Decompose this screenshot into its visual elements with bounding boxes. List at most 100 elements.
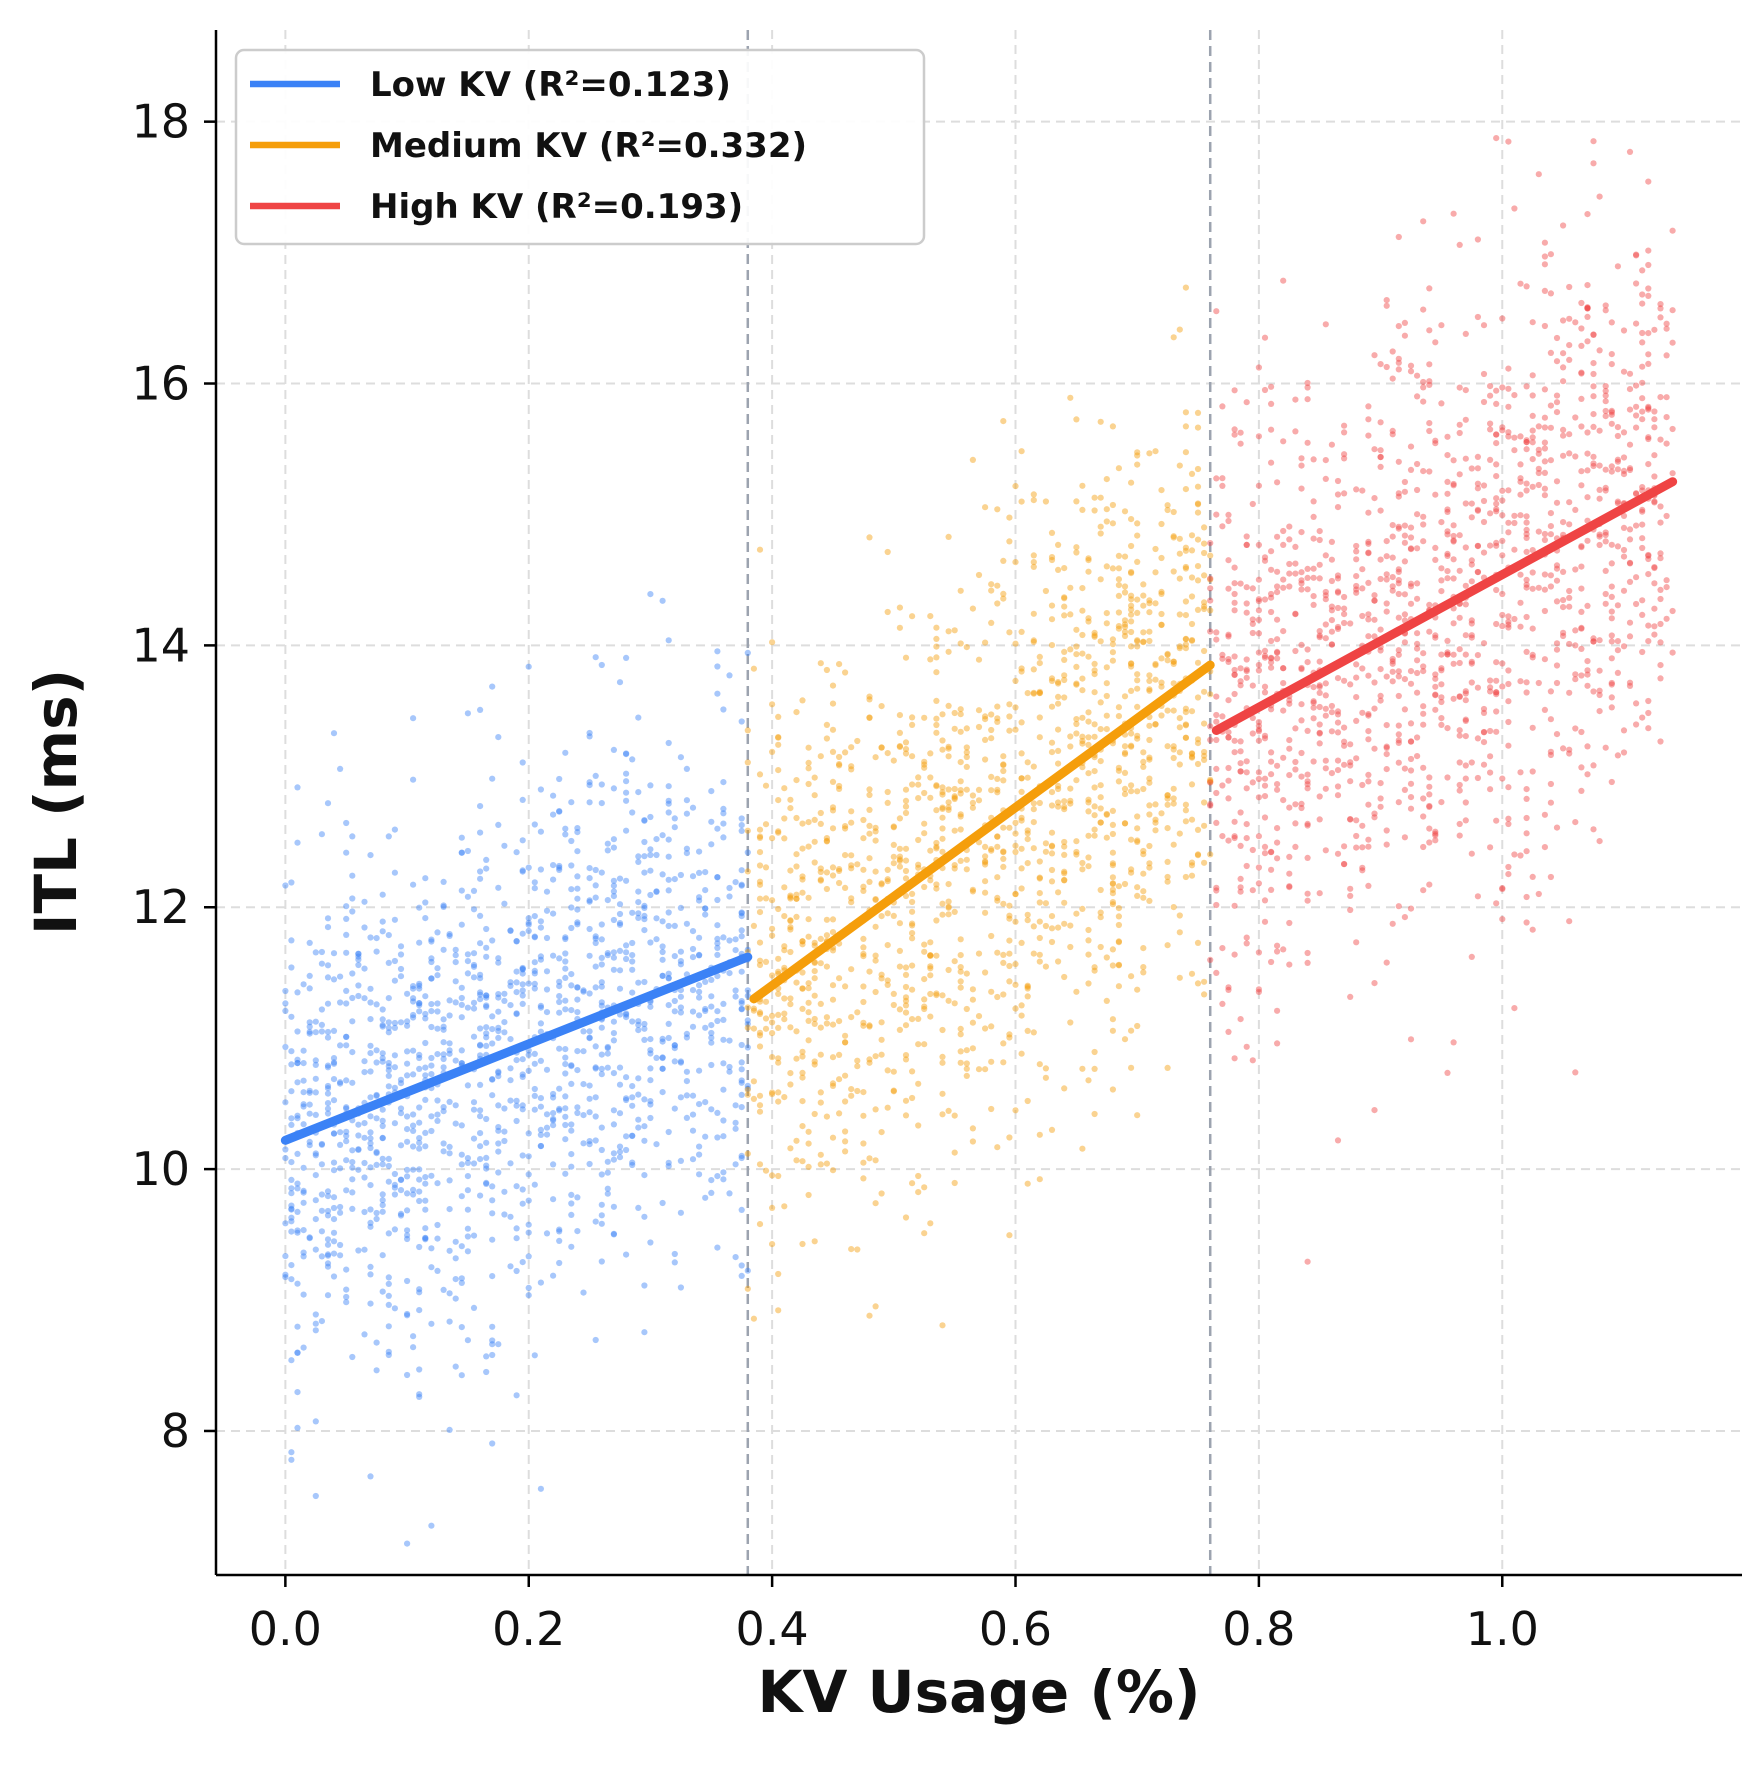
scatter-point-high-kv (1426, 802, 1433, 810)
scatter-point-medium-kv (854, 861, 861, 868)
scatter-point-low-kv (629, 989, 636, 996)
scatter-point-high-kv (1310, 574, 1317, 581)
scatter-point-high-kv (1669, 307, 1676, 314)
scatter-point-low-kv (708, 1189, 715, 1196)
scatter-point-high-kv (1480, 729, 1488, 736)
scatter-point-low-kv (282, 1007, 289, 1015)
scatter-point-low-kv (616, 679, 624, 686)
scatter-point-medium-kv (1097, 418, 1104, 425)
scatter-point-high-kv (1426, 825, 1433, 832)
scatter-point-medium-kv (1182, 598, 1189, 605)
scatter-point-high-kv (1578, 395, 1585, 402)
scatter-point-low-kv (477, 1025, 484, 1032)
scatter-point-low-kv (483, 1162, 490, 1169)
scatter-point-medium-kv (1061, 973, 1068, 981)
scatter-point-low-kv (562, 1105, 569, 1112)
scatter-point-low-kv (519, 970, 526, 977)
scatter-point-low-kv (531, 933, 538, 940)
scatter-point-medium-kv (1079, 714, 1086, 721)
scatter-point-low-kv (568, 1062, 575, 1069)
scatter-point-medium-kv (1091, 494, 1098, 501)
scatter-point-low-kv (495, 821, 502, 829)
scatter-point-medium-kv (1048, 739, 1056, 746)
scatter-point-medium-kv (1000, 767, 1007, 775)
scatter-point-high-kv (1499, 552, 1506, 559)
scatter-point-medium-kv (872, 828, 879, 835)
scatter-point-medium-kv (1030, 497, 1037, 504)
scatter-point-low-kv (665, 909, 672, 916)
scatter-point-low-kv (623, 949, 630, 956)
scatter-point-high-kv (1414, 645, 1421, 652)
scatter-point-low-kv (519, 981, 526, 988)
scatter-point-high-kv (1456, 646, 1463, 653)
scatter-point-low-kv (616, 921, 624, 928)
scatter-point-medium-kv (799, 938, 806, 945)
scatter-point-high-kv (1371, 597, 1378, 604)
scatter-point-high-kv (1341, 490, 1348, 497)
scatter-point-high-kv (1578, 342, 1585, 349)
scatter-point-low-kv (671, 1250, 678, 1258)
scatter-point-high-kv (1347, 620, 1354, 627)
scatter-point-low-kv (330, 1238, 338, 1245)
scatter-point-high-kv (1268, 849, 1275, 856)
scatter-point-high-kv (1420, 710, 1427, 717)
scatter-point-low-kv (659, 948, 666, 956)
scatter-point-high-kv (1584, 304, 1591, 311)
scatter-point-high-kv (1663, 577, 1670, 584)
scatter-point-low-kv (604, 1190, 611, 1197)
scatter-point-low-kv (537, 1004, 545, 1011)
scatter-point-low-kv (410, 1011, 417, 1019)
scatter-point-low-kv (598, 1065, 605, 1072)
scatter-point-high-kv (1304, 384, 1311, 391)
scatter-point-medium-kv (1146, 864, 1153, 871)
scatter-point-medium-kv (1024, 982, 1031, 989)
scatter-point-medium-kv (909, 721, 916, 729)
scatter-point-high-kv (1553, 731, 1561, 738)
scatter-point-low-kv (531, 821, 538, 828)
scatter-point-high-kv (1572, 1069, 1579, 1076)
scatter-point-high-kv (1456, 759, 1463, 766)
scatter-point-high-kv (1261, 782, 1269, 789)
scatter-point-high-kv (1633, 424, 1640, 431)
scatter-point-high-kv (1365, 728, 1372, 735)
scatter-point-high-kv (1365, 801, 1372, 808)
scatter-point-medium-kv (1164, 801, 1171, 808)
scatter-point-high-kv (1474, 652, 1481, 659)
scatter-point-medium-kv (1109, 565, 1116, 572)
scatter-point-low-kv (623, 1014, 630, 1021)
scatter-point-low-kv (653, 851, 660, 859)
scatter-point-medium-kv (823, 1113, 831, 1120)
scatter-point-low-kv (440, 1051, 447, 1058)
scatter-point-medium-kv (878, 703, 885, 710)
scatter-point-high-kv (1225, 764, 1232, 772)
scatter-point-medium-kv (829, 1080, 837, 1087)
scatter-point-high-kv (1602, 392, 1609, 399)
scatter-point-low-kv (543, 1230, 551, 1237)
scatter-point-low-kv (349, 1079, 356, 1086)
scatter-point-high-kv (1328, 607, 1335, 614)
scatter-point-high-kv (1560, 364, 1567, 371)
scatter-point-medium-kv (823, 869, 831, 876)
scatter-point-medium-kv (872, 896, 879, 903)
scatter-point-low-kv (537, 1103, 545, 1110)
scatter-point-low-kv (404, 1126, 411, 1133)
scatter-point-high-kv (1316, 683, 1323, 691)
scatter-point-medium-kv (829, 682, 837, 689)
scatter-point-high-kv (1213, 511, 1220, 518)
scatter-point-low-kv (683, 810, 691, 817)
scatter-point-high-kv (1590, 423, 1597, 430)
scatter-point-high-kv (1395, 525, 1402, 532)
scatter-point-medium-kv (1115, 778, 1122, 785)
scatter-point-medium-kv (915, 774, 922, 781)
scatter-point-high-kv (1438, 681, 1445, 688)
scatter-point-medium-kv (1048, 913, 1056, 920)
scatter-point-medium-kv (982, 878, 989, 885)
scatter-point-high-kv (1493, 542, 1500, 549)
scatter-point-low-kv (708, 976, 715, 984)
scatter-point-low-kv (635, 914, 642, 922)
scatter-point-medium-kv (927, 939, 934, 946)
scatter-point-high-kv (1572, 414, 1579, 421)
scatter-point-high-kv (1468, 953, 1475, 961)
scatter-point-high-kv (1407, 767, 1415, 774)
scatter-point-medium-kv (1158, 679, 1165, 686)
